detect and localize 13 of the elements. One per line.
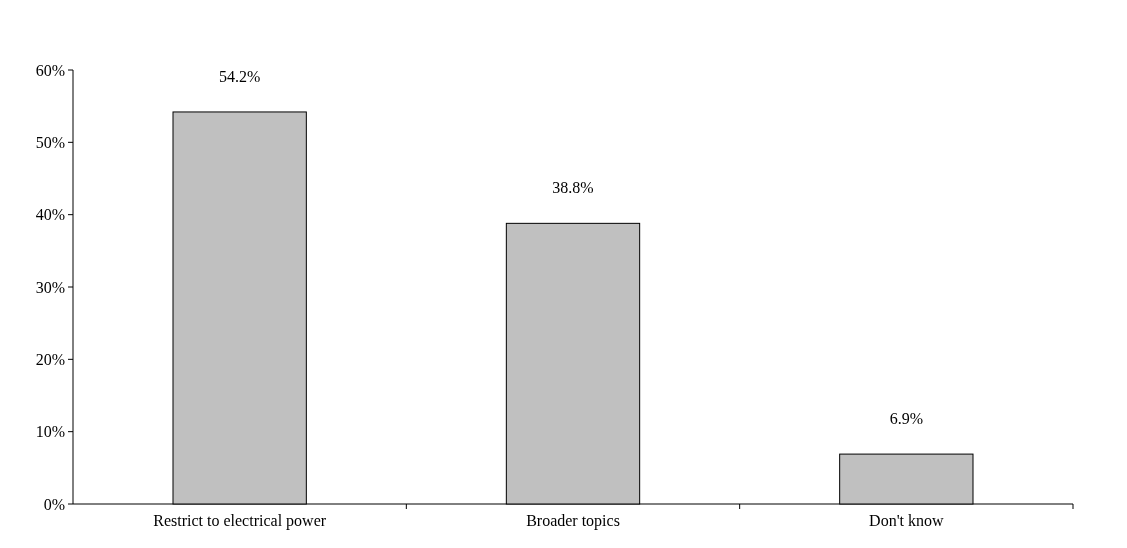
- x-tick-label: Restrict to electrical power: [153, 512, 327, 530]
- x-tick-label: Broader topics: [526, 512, 620, 530]
- data-label: 54.2%: [219, 67, 261, 85]
- y-tick-label: 60%: [35, 61, 65, 79]
- x-tick-label: Don't know: [869, 512, 944, 529]
- y-tick-label: 30%: [35, 278, 65, 296]
- y-tick-label: 0%: [43, 495, 65, 513]
- y-tick-label: 10%: [35, 423, 65, 441]
- data-label: 6.9%: [889, 410, 923, 428]
- y-tick-label: 40%: [35, 206, 65, 224]
- data-label: 38.8%: [552, 179, 594, 197]
- y-tick-label: 50%: [35, 133, 65, 151]
- y-tick-label: 20%: [35, 350, 65, 368]
